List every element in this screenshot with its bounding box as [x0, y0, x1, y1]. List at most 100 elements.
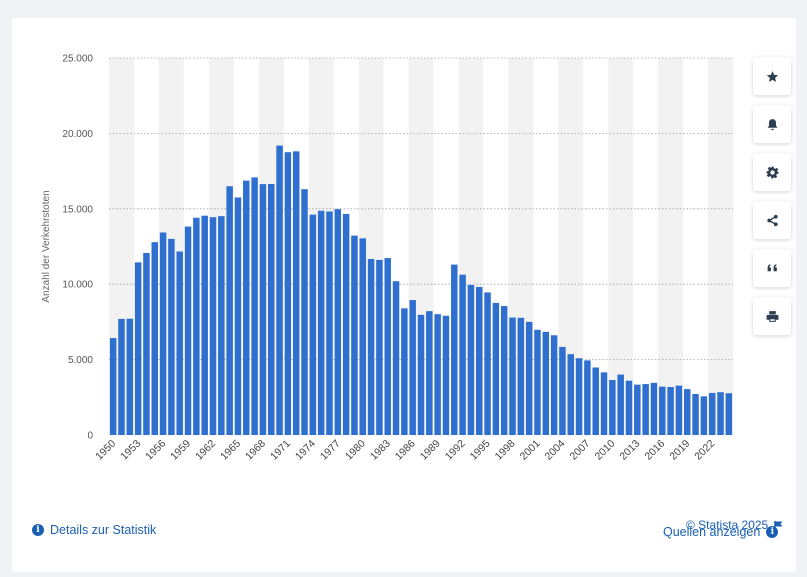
x-tick-label: 1956 [143, 438, 168, 463]
favorite-button[interactable] [753, 57, 791, 95]
bar-1999 [517, 317, 525, 435]
x-tick-label: 1977 [318, 438, 343, 463]
bar-1960 [193, 217, 200, 435]
gear-icon [766, 166, 778, 178]
bar-1982 [376, 259, 383, 435]
bar-2021 [700, 396, 708, 435]
y-tick-label: 5.000 [68, 355, 93, 366]
bar-1997 [500, 306, 508, 435]
bar-2012 [625, 380, 633, 435]
bar-1961 [201, 215, 208, 435]
x-tick-label: 1989 [418, 438, 443, 463]
x-tick-label: 1998 [493, 438, 518, 463]
bar-1996 [492, 302, 500, 435]
quote-icon [767, 263, 777, 271]
x-tick-label: 1965 [218, 438, 243, 463]
bar-1981 [367, 258, 375, 435]
background-band [708, 58, 733, 435]
share-icon [766, 214, 778, 226]
x-tick-label: 2022 [692, 438, 717, 463]
bar-2014 [642, 384, 649, 435]
bar-2020 [692, 393, 699, 435]
bar-1985 [401, 308, 408, 435]
bar-1989 [434, 314, 441, 435]
bar-1993 [467, 284, 475, 435]
bar-1984 [392, 281, 400, 435]
bar-1976 [326, 211, 333, 435]
x-tick-label: 1968 [243, 438, 268, 463]
sources-link[interactable]: Quellen anzeigen i [663, 525, 779, 539]
bar-1968 [259, 184, 267, 435]
x-tick-label: 1992 [443, 438, 468, 463]
cite-button[interactable] [753, 249, 791, 287]
bar-2002 [542, 331, 550, 435]
bar-1967 [251, 177, 258, 435]
copyright-text: © Statista 2025 [686, 518, 769, 532]
bar-2019 [683, 389, 691, 435]
bar-1975 [317, 210, 325, 435]
bar-1994 [475, 287, 483, 435]
bar-1998 [509, 317, 516, 435]
bar-1951 [118, 318, 125, 435]
bar-1983 [384, 258, 391, 435]
bar-1971 [284, 152, 292, 435]
bar-1987 [417, 314, 425, 435]
bar-1950 [109, 338, 117, 435]
bar-1973 [301, 189, 308, 435]
share-button[interactable] [753, 201, 791, 239]
bar-1970 [276, 145, 283, 435]
bar-1954 [143, 252, 150, 435]
background-band [608, 58, 634, 435]
bar-2001 [534, 329, 541, 435]
settings-button[interactable] [753, 153, 791, 191]
background-band [658, 58, 684, 435]
bar-1974 [309, 214, 317, 435]
x-tick-label: 1980 [343, 438, 368, 463]
x-tick-label: 2001 [518, 438, 543, 463]
bar-1952 [126, 318, 134, 435]
details-link[interactable]: i Details zur Statistik [32, 523, 156, 537]
x-tick-label: 2019 [667, 438, 692, 463]
x-tick-label: 2013 [617, 438, 642, 463]
bar-2009 [600, 372, 608, 435]
y-tick-label: 20.000 [62, 129, 93, 140]
x-tick-label: 1974 [293, 438, 318, 463]
bar-2024 [725, 393, 733, 435]
notification-button[interactable] [753, 105, 791, 143]
bar-2011 [617, 374, 624, 435]
bar-2017 [667, 387, 674, 435]
bar-1959 [184, 226, 192, 435]
bar-1953 [134, 262, 142, 435]
bar-2015 [650, 382, 658, 435]
bar-2005 [567, 354, 575, 435]
y-tick-label: 10.000 [62, 280, 93, 291]
x-tick-label: 1953 [118, 438, 143, 463]
x-tick-label: 1986 [393, 438, 418, 463]
bar-1969 [267, 183, 275, 435]
bar-1992 [459, 274, 466, 435]
bar-1977 [334, 209, 342, 435]
x-tick-label: 1971 [268, 438, 293, 463]
print-button[interactable] [753, 297, 791, 335]
info-icon: i [766, 526, 779, 538]
bar-1956 [159, 232, 167, 435]
bar-2018 [675, 385, 683, 435]
x-tick-label: 2016 [642, 438, 667, 463]
bell-icon [767, 118, 777, 130]
print-icon [766, 310, 778, 322]
bar-1965 [234, 197, 242, 435]
star-icon [766, 70, 778, 82]
bar-1991 [451, 264, 458, 435]
bar-1958 [176, 251, 183, 435]
bar-2013 [634, 384, 641, 435]
bar-1966 [243, 180, 250, 435]
bar-1990 [442, 315, 450, 435]
bar-2008 [592, 367, 599, 435]
bar-1972 [292, 151, 300, 435]
bar-2023 [717, 392, 724, 435]
bar-1988 [426, 311, 433, 435]
bar-1995 [484, 292, 491, 435]
x-tick-label: 2007 [568, 438, 593, 463]
y-tick-label: 0 [87, 431, 93, 442]
